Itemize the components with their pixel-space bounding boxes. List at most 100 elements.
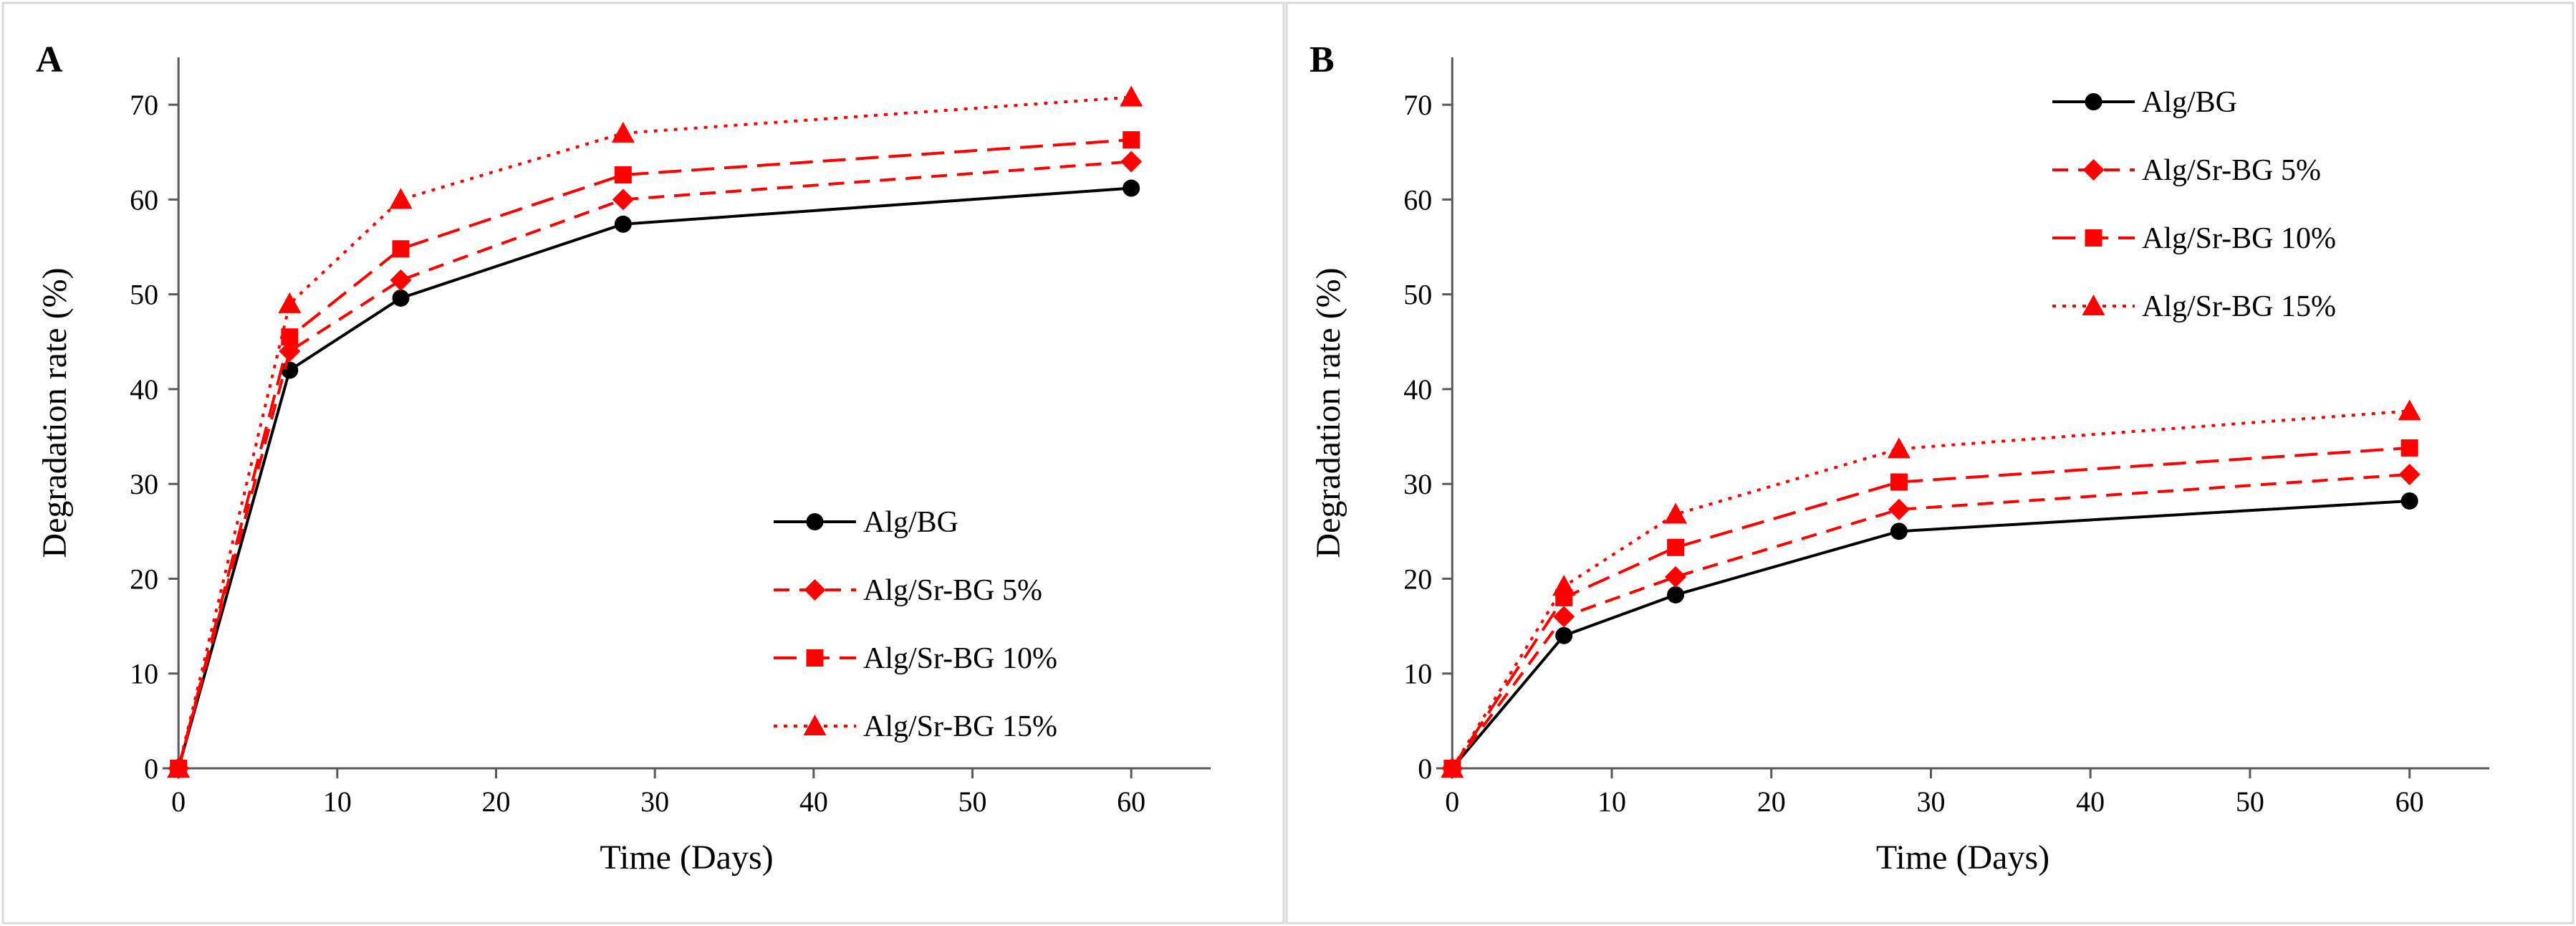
legend-item: Alg/Sr-BG 10% [774,642,1057,675]
x-tick-label: 10 [323,786,352,818]
data-point [1890,522,1908,540]
x-tick-label: 0 [171,786,186,818]
data-point [1887,437,1911,459]
data-point [1120,151,1143,173]
y-tick-label: 60 [130,183,158,216]
data-point [392,289,410,307]
y-tick-label: 40 [130,373,158,406]
legend-label: Alg/Sr-BG 15% [863,710,1057,743]
y-tick-label: 0 [1418,753,1432,785]
data-point [612,188,634,211]
x-tick-label: 20 [482,786,511,818]
data-point [389,188,413,209]
data-point [1120,85,1143,107]
y-tick-label: 60 [1403,183,1432,216]
y-tick-label: 10 [1403,658,1432,690]
legend-item: Alg/BG [2052,86,2237,119]
y-tick-label: 50 [130,279,158,311]
legend-label: Alg/Sr-BG 10% [863,642,1057,675]
legend-marker [2082,159,2105,181]
y-tick-label: 70 [130,89,158,121]
panel-label: A [36,39,63,80]
x-tick-label: 60 [1117,786,1145,818]
y-tick-label: 10 [130,658,158,690]
y-tick-label: 40 [1403,373,1432,406]
y-tick-label: 70 [1403,89,1432,121]
data-point [2400,439,2418,457]
data-point [1552,575,1576,596]
x-tick-label: 30 [640,786,669,818]
x-tick-label: 20 [1757,786,1786,818]
legend-label: Alg/BG [863,506,958,539]
y-tick-label: 30 [1403,468,1432,500]
panel-b-frame [1285,1,2575,925]
x-tick-label: 10 [1597,786,1626,818]
series-line [1451,446,2410,770]
y-tick-label: 30 [130,468,158,500]
data-point [2400,492,2418,510]
data-point [2398,463,2421,485]
data-point [279,340,301,363]
series-alg-sr-bg-15- [167,85,1143,778]
x-axis-title: Time (Days) [1876,839,2049,877]
series-alg-sr-bg-15- [1441,399,2421,778]
data-point [392,240,410,258]
data-point [2398,399,2421,421]
panel-b: B 0 10 20 30 40 50 60 70 0 10 20 30 40 50 60 Time (Days)… [1309,39,2489,877]
legend-marker [806,649,824,667]
x-tick-label: 30 [1916,786,1945,818]
legend-marker [2082,295,2105,315]
series-line [177,138,1132,769]
data-point [167,757,191,778]
data-point [1667,538,1685,556]
legend-item: Alg/Sr-BG 10% [2052,222,2336,255]
x-tick-label: 40 [799,786,828,818]
y-tick-label: 20 [1403,563,1432,595]
y-tick-label: 50 [1403,279,1432,311]
legend-label: Alg/Sr-BG 15% [2142,290,2336,323]
legend-item: Alg/BG [774,506,958,539]
data-point [1667,586,1685,603]
series-line [1451,472,2410,770]
data-point [614,215,632,233]
legend-item: Alg/Sr-BG 15% [774,710,1057,743]
legend-marker [803,715,827,735]
legend-item: Alg/Sr-BG 5% [2052,154,2321,187]
x-tick-label: 50 [2236,786,2264,818]
series-line [177,160,1132,769]
legend-marker [806,513,824,530]
data-point [1890,473,1908,491]
data-point [1665,565,1687,588]
legend-marker [2085,229,2102,247]
data-point [390,269,412,291]
series-alg-sr-bg-10- [1443,439,2418,777]
series-line [1451,409,2410,770]
data-point [611,121,635,143]
legend-marker [2085,93,2102,110]
x-axis-title: Time (Days) [600,839,773,877]
y-axis-title: Degradation rate (%) [1309,267,1347,558]
data-point [614,166,632,184]
data-point [1553,606,1575,628]
panel-a: A 0 10 20 30 40 50 60 70 0 10 20 30 40 50 60 Time (Days)… [36,39,1211,877]
panel-label: B [1309,39,1335,80]
data-point [1888,498,1910,520]
legend-label: Alg/BG [2142,86,2237,119]
legend-label: Alg/Sr-BG 5% [863,574,1042,607]
data-point [1664,502,1688,524]
legend-label: Alg/Sr-BG 5% [2142,154,2321,187]
legend-label: Alg/Sr-BG 10% [2142,222,2336,255]
data-point [281,328,299,346]
y-tick-label: 0 [144,753,158,785]
x-tick-label: 40 [2076,786,2105,818]
y-axis-title: Degradation rate (%) [36,267,74,558]
legend-marker [804,579,826,601]
data-point [1441,757,1464,778]
x-tick-label: 60 [2395,786,2424,818]
data-point [1555,626,1573,644]
data-point [1123,131,1140,149]
legend-item: Alg/Sr-BG 5% [774,574,1042,607]
x-tick-label: 0 [1445,786,1459,818]
data-point [1123,179,1140,197]
